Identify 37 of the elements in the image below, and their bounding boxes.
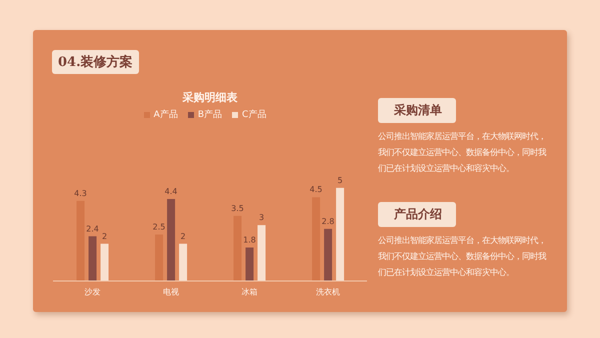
bar <box>167 199 176 281</box>
data-label: 2 <box>180 232 186 241</box>
data-label: 4.5 <box>310 185 322 194</box>
bar <box>324 228 332 281</box>
x-tick-label: 冰箱 <box>241 288 258 297</box>
x-tick-label: 电视 <box>162 288 179 297</box>
data-label: 5 <box>338 176 343 185</box>
data-label: 4.3 <box>74 188 87 198</box>
bar <box>88 236 97 281</box>
data-label: 4.4 <box>164 187 178 196</box>
data-label: 2.5 <box>152 222 166 232</box>
x-tick-label: 洗衣机 <box>316 288 340 297</box>
data-label: 2 <box>102 232 108 241</box>
bar <box>234 216 242 281</box>
data-label: 3.5 <box>231 204 244 213</box>
text: 公司推出智能家居运营平台，在大物联网时代，我们不仅建立运营中心、数据备份中心，同时我们已在计划设立运营中心和容灾中心。 <box>378 234 546 279</box>
bar <box>246 247 254 281</box>
text: 04.装修方案 <box>52 50 139 74</box>
bar <box>258 225 266 281</box>
legend-label: C产品 <box>242 110 266 120</box>
data-label: 2.4 <box>86 224 99 234</box>
bar <box>76 200 85 281</box>
legend-label: A产品 <box>154 110 178 120</box>
bar <box>336 188 344 281</box>
bar <box>312 197 320 281</box>
text: 公司推出智能家居运营平台，在大物联网时代，我们不仅建立运营中心、数据备份中心，同时我们已在计划设立运营中心和容灾中心。 <box>378 130 546 175</box>
chart-title: 采购明细表 <box>182 90 238 105</box>
text: 产品介绍 <box>378 202 456 227</box>
data-label: 1.8 <box>243 235 256 244</box>
data-label: 3 <box>259 213 264 222</box>
legend-label: B产品 <box>198 110 222 120</box>
bar <box>179 244 188 281</box>
data-label: 2.8 <box>322 216 334 226</box>
bar <box>100 244 109 281</box>
text: 采购清单 <box>378 98 456 123</box>
x-tick-label: 沙发 <box>84 288 100 297</box>
bar <box>155 234 164 281</box>
